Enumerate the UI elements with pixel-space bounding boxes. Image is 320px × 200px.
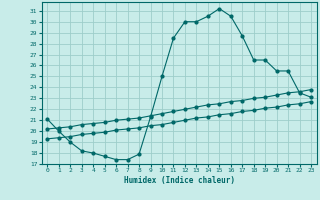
X-axis label: Humidex (Indice chaleur): Humidex (Indice chaleur): [124, 176, 235, 185]
